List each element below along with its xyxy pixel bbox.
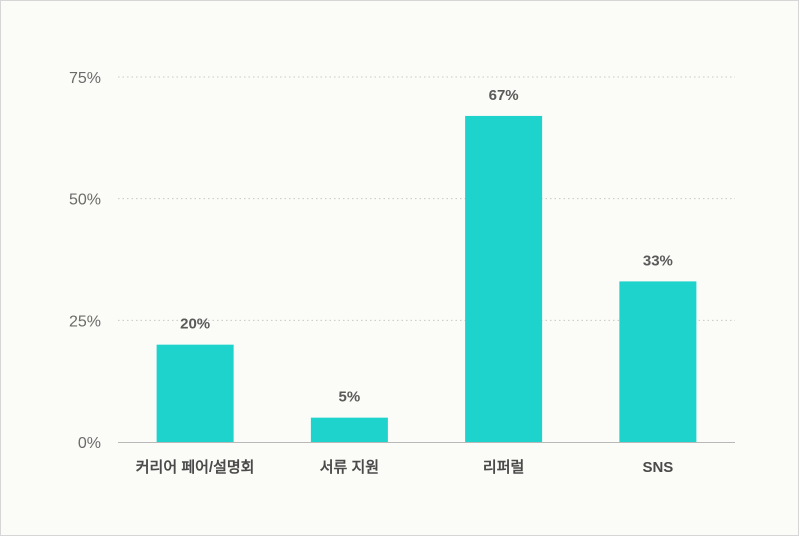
y-axis-ticks: 0% 25% 50% 75%: [69, 70, 101, 452]
y-tick-label: 25%: [69, 313, 101, 330]
bar: [619, 281, 697, 442]
y-tick-label: 75%: [69, 70, 101, 87]
data-label: 5%: [339, 389, 361, 406]
x-tick-label: 커리어 페어/설명회: [136, 458, 255, 476]
bars: [156, 115, 697, 442]
data-label: 20%: [180, 316, 210, 333]
data-labels: 20% 5% 67% 33%: [180, 87, 673, 406]
x-tick-label: 서류 지원: [320, 459, 379, 476]
x-tick-label: SNS: [642, 459, 673, 476]
bar: [310, 417, 388, 442]
x-tick-label: 리퍼럴: [483, 459, 524, 476]
data-label: 33%: [643, 252, 673, 269]
x-axis-ticks: 커리어 페어/설명회 서류 지원 리퍼럴 SNS: [136, 458, 674, 476]
bar: [156, 344, 234, 442]
y-tick-label: 0%: [78, 435, 101, 452]
y-tick-label: 50%: [69, 192, 101, 209]
bar: [465, 115, 543, 442]
data-label: 67%: [489, 87, 519, 104]
